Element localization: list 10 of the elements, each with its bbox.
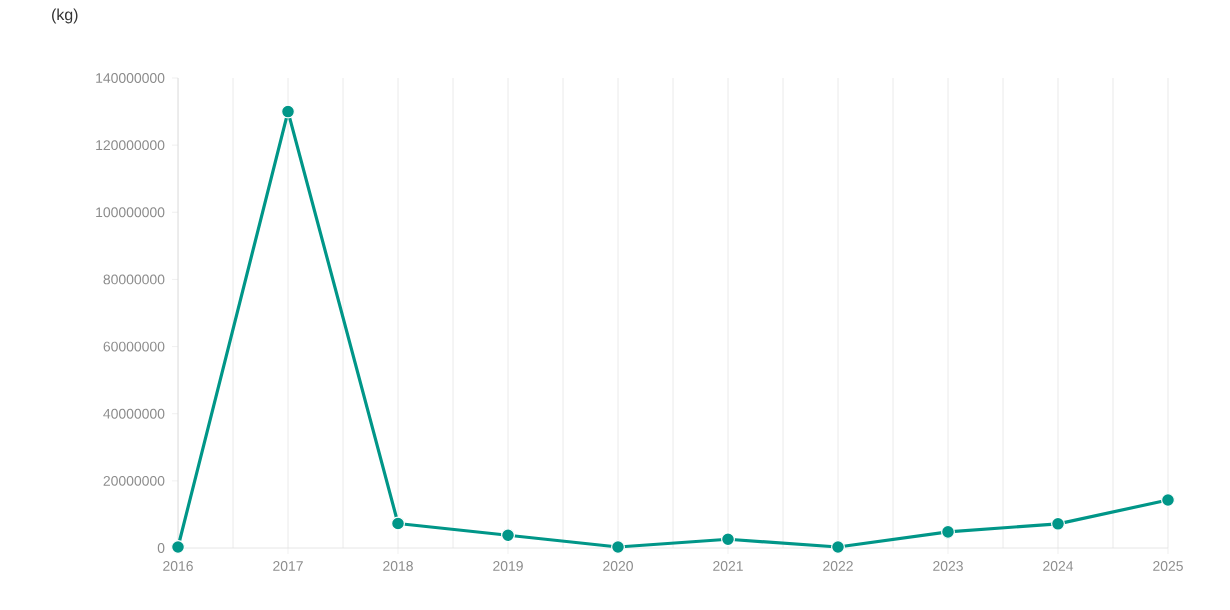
point [1051, 516, 1065, 531]
point [611, 540, 625, 554]
point [1161, 493, 1175, 507]
point [171, 540, 185, 554]
point [831, 540, 845, 554]
point [721, 532, 735, 547]
point [281, 104, 295, 119]
point [391, 516, 405, 531]
point [501, 528, 515, 543]
point [941, 524, 955, 539]
